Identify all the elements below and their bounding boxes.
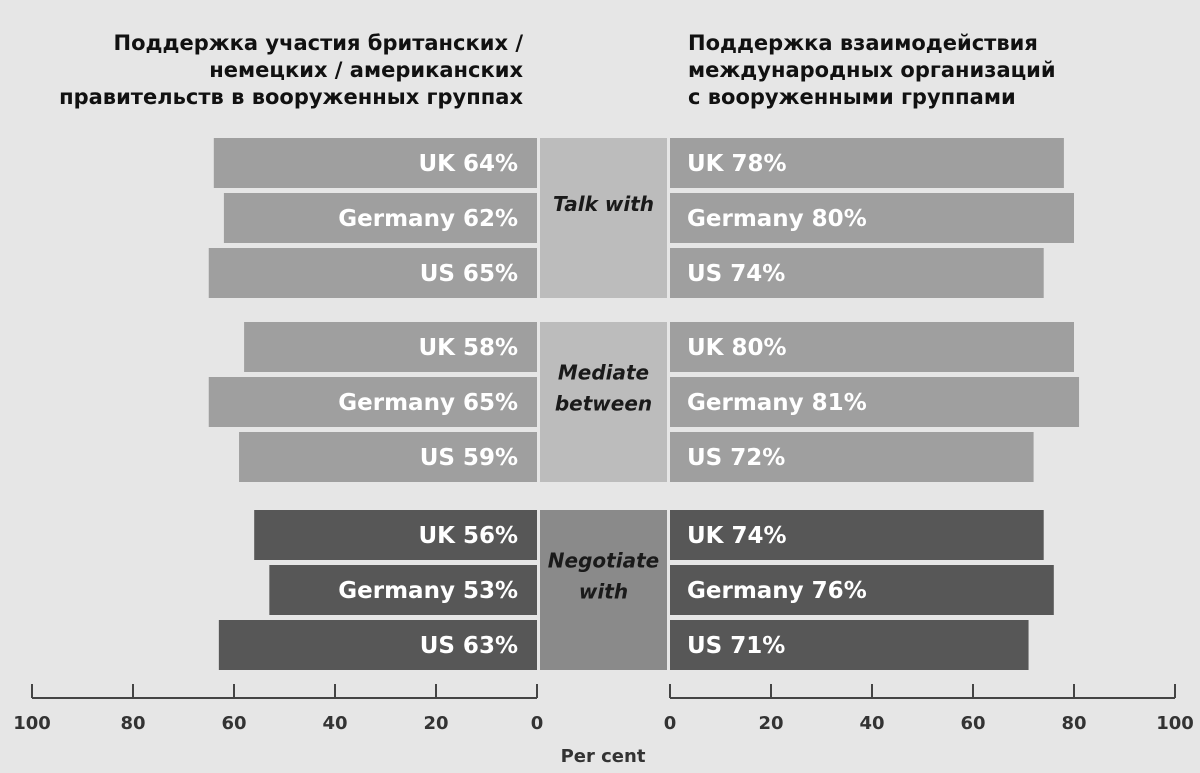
right-x-tick-label: 100 <box>1156 713 1194 734</box>
right-bar <box>670 138 1064 188</box>
category-box <box>540 138 667 298</box>
left-bar <box>223 193 537 243</box>
left-bar-label: Germany 62% <box>338 206 518 232</box>
right-bar <box>670 248 1044 298</box>
left-title-line: немецких / американских <box>209 58 523 82</box>
category-label: Talk with <box>553 192 654 216</box>
right-title-line: Поддержка взаимодействия <box>688 31 1038 55</box>
right-x-tick-label: 20 <box>758 713 783 734</box>
left-bar <box>254 510 537 560</box>
right-bar-label: US 74% <box>687 261 785 287</box>
left-bar-label: US 59% <box>420 445 518 471</box>
category-box <box>540 322 667 482</box>
right-bar <box>670 432 1034 482</box>
left-panel-title: Поддержка участия британских / немецких … <box>59 31 523 109</box>
left-bar-label: Germany 65% <box>338 390 518 416</box>
category-column: Talk with Mediate between Negotiate with <box>540 138 667 670</box>
category-label: with <box>579 580 628 604</box>
left-bar-label: US 63% <box>420 633 518 659</box>
bars: UK 64% Germany 62% US 65% UK 78% Germany 80%… <box>208 138 1080 670</box>
right-title-line: с вооруженными группами <box>688 85 1016 109</box>
x-axis-title: Per cent <box>561 746 646 767</box>
right-x-tick-label: 0 <box>664 713 677 734</box>
left-bar <box>239 432 538 482</box>
right-bar <box>670 193 1074 243</box>
category-box <box>540 510 667 670</box>
left-x-tick-label: 60 <box>221 713 246 734</box>
left-title-line: правительств в вооруженных группах <box>59 85 523 109</box>
right-x-tick-label: 80 <box>1061 713 1086 734</box>
left-x-tick-label: 20 <box>423 713 448 734</box>
left-x-tick-label: 80 <box>120 713 145 734</box>
right-bar-label: Germany 81% <box>687 390 867 416</box>
category-label: between <box>555 392 652 416</box>
right-panel-title: Поддержка взаимодействия международных о… <box>688 31 1056 109</box>
left-bar <box>269 565 537 615</box>
left-x-tick-label: 40 <box>322 713 347 734</box>
left-bar <box>244 322 537 372</box>
left-bar-label: UK 56% <box>418 523 518 549</box>
right-bar-label: UK 80% <box>687 335 787 361</box>
right-bar-label: US 72% <box>687 445 785 471</box>
left-bar-label: US 65% <box>420 261 518 287</box>
category-label: Negotiate <box>548 549 659 573</box>
right-bar <box>670 322 1074 372</box>
left-bar <box>213 138 538 188</box>
right-x-tick-label: 40 <box>859 713 884 734</box>
axes: 0 0 20 20 40 40 60 60 80 80 100 100 <box>13 684 1194 734</box>
right-title-line: международных организаций <box>688 58 1056 82</box>
right-bar-label: Germany 76% <box>687 578 867 604</box>
left-x-tick-label: 0 <box>531 713 544 734</box>
left-bar <box>218 620 537 670</box>
left-title-line: Поддержка участия британских / <box>114 31 524 55</box>
right-x-tick-label: 60 <box>960 713 985 734</box>
right-bar-label: Germany 80% <box>687 206 867 232</box>
left-bar <box>208 377 537 427</box>
left-x-tick-label: 100 <box>13 713 51 734</box>
left-bar-label: UK 58% <box>418 335 518 361</box>
right-bar <box>670 510 1044 560</box>
right-bar <box>670 620 1029 670</box>
right-bar-label: US 71% <box>687 633 785 659</box>
right-bar <box>670 565 1054 615</box>
left-bar-label: Germany 53% <box>338 578 518 604</box>
left-bar <box>208 248 537 298</box>
left-bar-label: UK 64% <box>418 151 518 177</box>
right-bar-label: UK 74% <box>687 523 787 549</box>
right-bar-label: UK 78% <box>687 151 787 177</box>
right-bar <box>670 377 1080 427</box>
category-label: Mediate <box>558 361 649 385</box>
